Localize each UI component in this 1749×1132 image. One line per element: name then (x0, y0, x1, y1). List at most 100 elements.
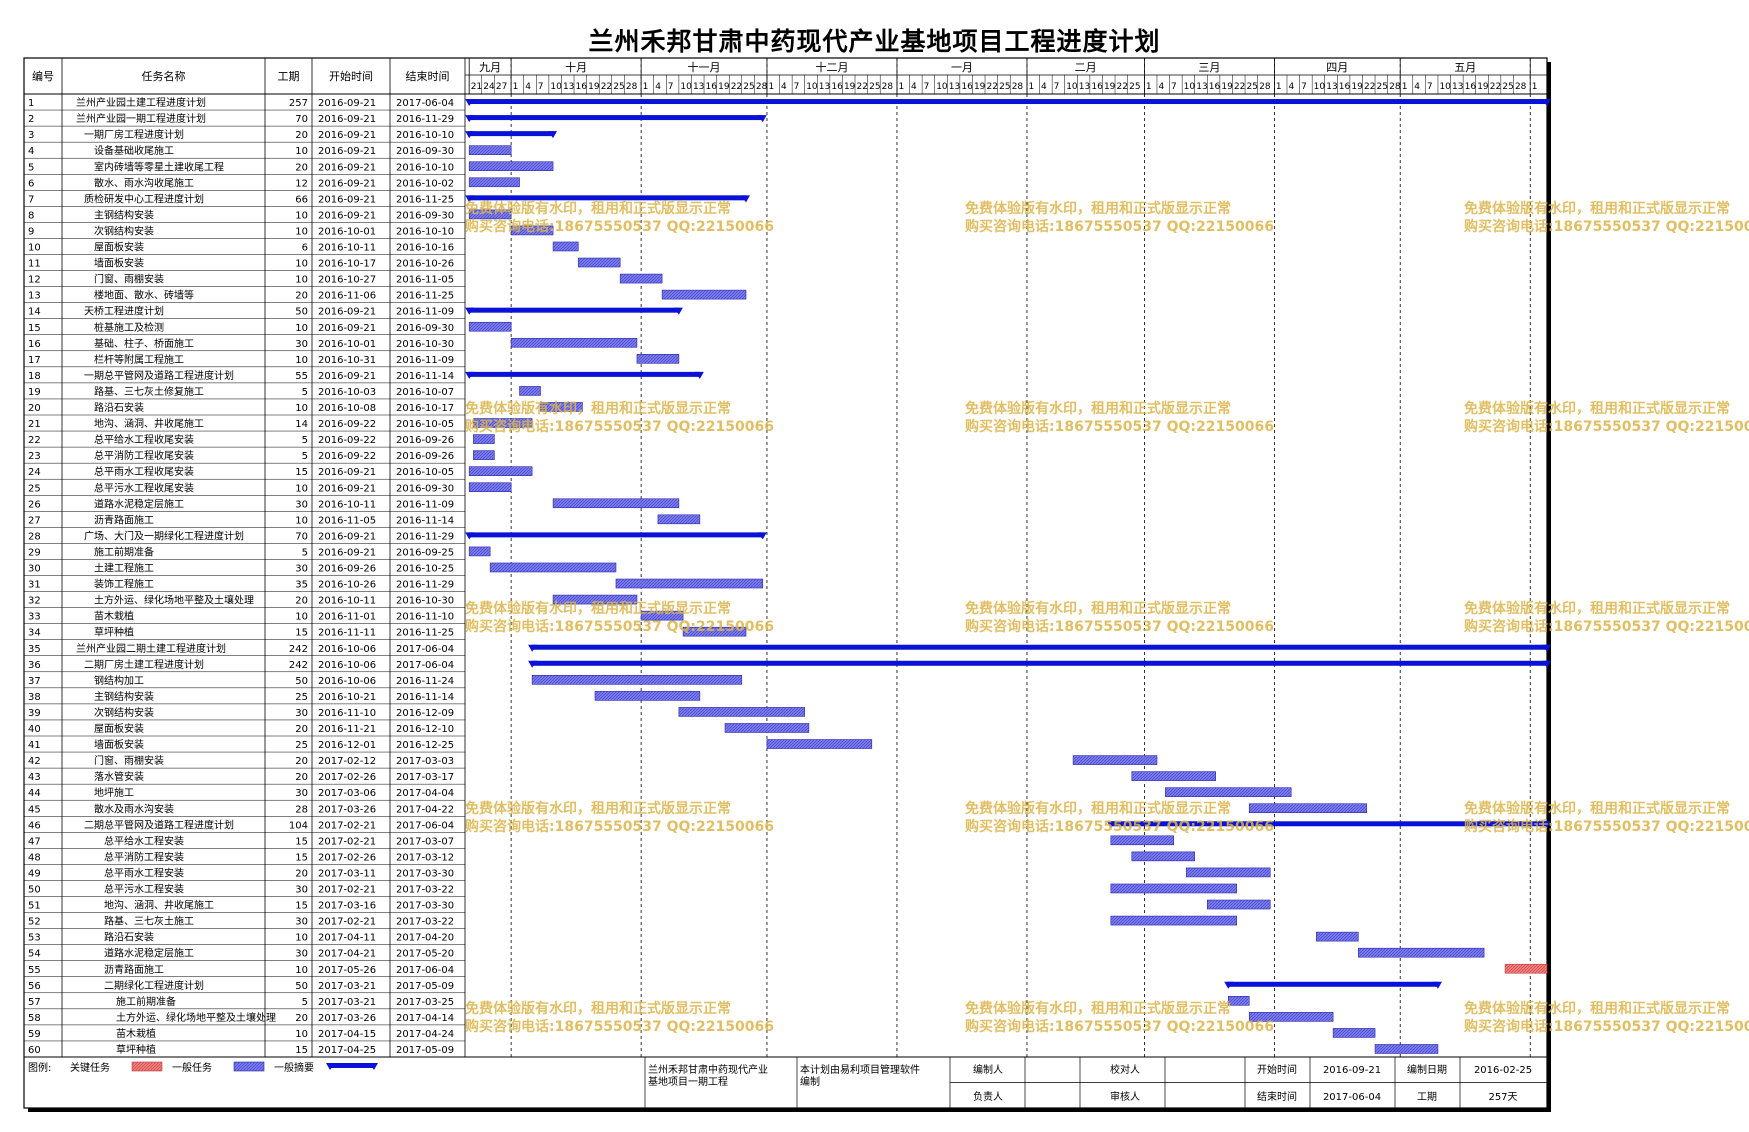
row-duration: 242 (289, 660, 308, 671)
row-name: 沥青路面施工 (104, 963, 164, 976)
row-id: 44 (28, 788, 41, 799)
row-start: 2016-09-21 (318, 130, 376, 141)
row-id: 12 (28, 275, 41, 286)
row-end: 2016-09-26 (396, 451, 454, 462)
row-duration: 5 (302, 435, 308, 446)
row-duration: 70 (295, 531, 308, 542)
row-id: 49 (28, 868, 41, 879)
row-duration: 30 (295, 917, 308, 928)
day-tick-label: 4 (1288, 82, 1294, 92)
row-start: 2016-11-05 (318, 515, 376, 526)
row-id: 29 (28, 547, 41, 558)
row-duration: 15 (295, 628, 308, 639)
watermark-line-1: 免费体验版有水印，租用和正式版显示正常 (1464, 400, 1730, 417)
header-duration: 工期 (278, 70, 300, 83)
row-start: 2017-04-21 (318, 949, 376, 960)
watermark-line-1: 免费体验版有水印，租用和正式版显示正常 (1464, 200, 1730, 217)
day-tick-label: 28 (626, 82, 638, 92)
watermark-line-1: 免费体验版有水印，租用和正式版显示正常 (965, 200, 1231, 217)
row-end: 2016-10-30 (396, 339, 454, 350)
row-id: 38 (28, 692, 41, 703)
day-tick-label: 1 (1276, 82, 1282, 92)
summary-bar (1110, 821, 1547, 827)
row-end: 2017-03-12 (396, 852, 454, 863)
day-tick-label: 25 (1502, 82, 1513, 92)
task-bar (1110, 915, 1237, 926)
row-id: 24 (28, 467, 41, 478)
row-id: 15 (28, 323, 41, 334)
row-start: 2016-09-21 (318, 467, 376, 478)
month-label: 一月 (951, 61, 973, 74)
row-name: 地沟、涵洞、井收尾施工 (104, 899, 214, 912)
row-name: 栏杆等附属工程施工 (94, 353, 184, 366)
month-label: 三月 (1198, 61, 1220, 74)
row-id: 42 (28, 756, 41, 767)
row-start: 2017-03-21 (318, 997, 376, 1008)
row-name: 苗木栽植 (116, 1027, 156, 1040)
chart-title: 兰州禾邦甘肃中药现代产业基地项目工程进度计划 (588, 27, 1161, 56)
row-end: 2016-11-29 (396, 580, 454, 591)
row-name: 土方外运、绿化场地平整及土壤处理 (116, 1011, 276, 1024)
legend-task-swatch (233, 1061, 265, 1072)
legend-summary-cap-end (369, 1063, 378, 1070)
row-id: 26 (28, 499, 41, 510)
row-end: 2017-06-04 (396, 644, 454, 655)
task-bar (519, 386, 541, 396)
day-tick-label: 7 (1171, 82, 1177, 92)
watermark-line-1: 免费体验版有水印，租用和正式版显示正常 (965, 400, 1231, 417)
summary-bar-start-cap (465, 371, 475, 379)
task-bar (468, 482, 512, 493)
row-id: 46 (28, 820, 41, 831)
row-end: 2016-10-17 (396, 403, 454, 414)
task-bar (473, 434, 495, 444)
day-tick-label: 4 (781, 82, 787, 92)
summary-bar-start-cap (465, 115, 475, 123)
row-duration: 10 (295, 612, 308, 623)
row-end: 2016-09-30 (396, 483, 454, 494)
row-duration: 15 (295, 836, 308, 847)
row-start: 2016-10-06 (318, 644, 376, 655)
row-end: 2017-03-07 (396, 836, 454, 847)
row-duration: 5 (302, 547, 308, 558)
task-bar (682, 626, 747, 637)
row-start: 2017-02-26 (318, 772, 376, 783)
row-id: 58 (28, 1013, 41, 1024)
row-name: 屋面板安装 (94, 722, 144, 735)
day-tick-label: 25 (1129, 82, 1140, 92)
row-id: 27 (28, 515, 41, 526)
summary-bar (469, 195, 746, 201)
watermark-line-2: 购买咨询电话:18675550537 QQ:22150066 (1464, 218, 1749, 235)
summary-bar-end-cap (757, 532, 767, 540)
row-name: 地坪施工 (94, 786, 134, 799)
task-bar (552, 498, 680, 509)
row-duration: 25 (295, 692, 308, 703)
day-tick-label: 16 (1339, 82, 1351, 92)
row-id: 59 (28, 1029, 41, 1040)
row-duration: 10 (295, 259, 308, 270)
row-name: 总平给水工程安装 (104, 834, 184, 847)
row-duration: 50 (295, 676, 308, 687)
day-tick-label: 28 (1389, 82, 1401, 92)
row-duration: 20 (295, 596, 308, 607)
row-duration: 30 (295, 885, 308, 896)
day-tick-label: 7 (794, 82, 800, 92)
row-name: 二期总平管网及道路工程进度计划 (84, 818, 234, 831)
row-name: 兰州产业园一期工程进度计划 (76, 112, 206, 125)
row-start: 2016-11-21 (318, 724, 376, 735)
row-id: 32 (28, 596, 41, 607)
row-duration: 70 (295, 114, 308, 125)
row-duration: 10 (295, 146, 308, 157)
row-end: 2017-03-25 (396, 997, 454, 1008)
row-duration: 30 (295, 949, 308, 960)
summary-bar-start-cap (465, 99, 475, 107)
day-tick-label: 19 (1477, 82, 1489, 92)
day-tick-label: 21 (471, 82, 482, 92)
day-tick-label: 25 (1247, 82, 1258, 92)
task-bar (577, 257, 621, 268)
row-end: 2016-10-10 (396, 162, 454, 173)
day-tick-label: 16 (576, 82, 588, 92)
row-id: 57 (28, 997, 41, 1008)
legend-summary-label: 一般摘要 (274, 1061, 314, 1074)
row-name: 总平给水工程收尾安装 (94, 433, 194, 446)
row-duration: 20 (295, 868, 308, 879)
